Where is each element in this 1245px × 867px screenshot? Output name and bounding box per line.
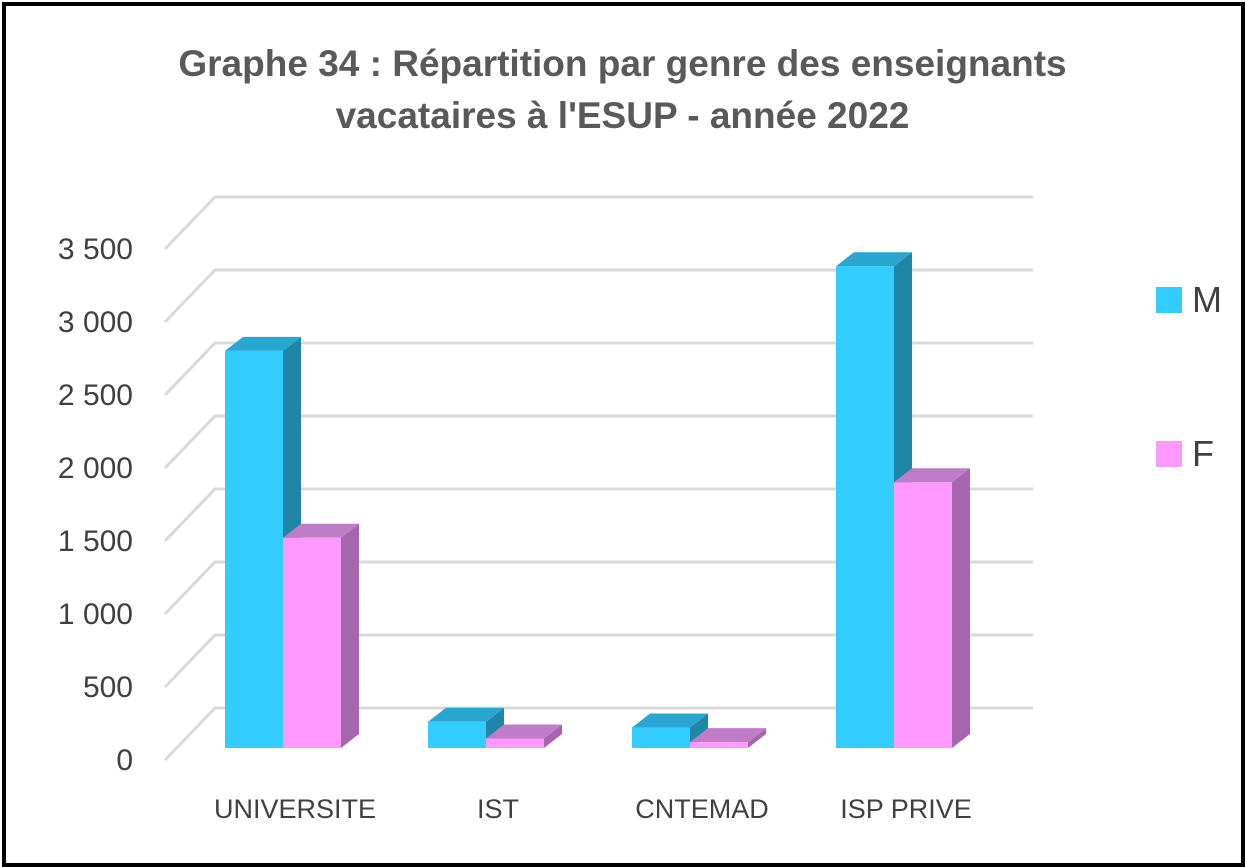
bar-side xyxy=(748,728,766,748)
bar-front xyxy=(894,482,952,748)
bar-front xyxy=(836,266,894,748)
bar-top xyxy=(894,468,970,483)
y-tick-label: 1 500 xyxy=(58,525,133,558)
chart-title-line-2: vacataires à l'ESUP - année 2022 xyxy=(335,95,910,136)
gridline xyxy=(163,414,1033,470)
y-tick-label: 0 xyxy=(116,744,133,777)
bar-top xyxy=(283,523,359,538)
y-tick-label: 2 500 xyxy=(58,379,133,412)
bar-top xyxy=(632,713,708,728)
bar-m-isp-prive xyxy=(836,252,912,748)
gridline xyxy=(163,487,1033,543)
bar-front xyxy=(428,721,486,748)
x-category-label: UNIVERSITE xyxy=(214,794,376,824)
y-tick-label: 500 xyxy=(83,671,133,704)
gridline xyxy=(163,706,1033,762)
legend-swatch-m xyxy=(1156,287,1182,313)
bar-front xyxy=(486,738,544,748)
legend-label-m: M xyxy=(1192,279,1222,320)
bar-f-isp-prive xyxy=(894,468,970,748)
bar-top xyxy=(486,724,562,739)
bar-front xyxy=(690,742,748,748)
bar-f-cntemad xyxy=(690,728,766,748)
y-tick-label: 1 000 xyxy=(58,598,133,631)
x-category-label: IST xyxy=(477,794,519,824)
gridline xyxy=(163,633,1033,689)
gridline xyxy=(163,195,1033,251)
y-tick-label: 3 000 xyxy=(58,306,133,339)
legend-swatch-f xyxy=(1156,441,1182,467)
bar-front xyxy=(283,537,341,748)
bar-side xyxy=(341,523,359,748)
x-category-label: CNTEMAD xyxy=(635,794,769,824)
bar-top xyxy=(690,728,766,743)
y-axis-ticks: 0 500 1 000 1 500 2 000 2 500 3 000 3 500 xyxy=(58,233,133,777)
gridline xyxy=(163,268,1033,324)
gridline xyxy=(163,341,1033,397)
y-tick-label: 2 000 xyxy=(58,452,133,485)
bars xyxy=(225,252,970,748)
gridlines xyxy=(163,195,1033,762)
legend: MF xyxy=(1156,279,1222,474)
bar-f-universite xyxy=(283,523,359,748)
chart-title-line-1: Graphe 34 : Répartition par genre des en… xyxy=(178,43,1067,84)
bar-top xyxy=(428,707,504,722)
bar-side xyxy=(544,724,562,748)
bar-front xyxy=(632,727,690,748)
gridline xyxy=(163,560,1033,616)
x-axis-categories: UNIVERSITE IST CNTEMAD ISP PRIVE xyxy=(214,794,972,824)
y-tick-label: 3 500 xyxy=(58,233,133,266)
bar-front xyxy=(225,350,283,748)
bar-side xyxy=(952,468,970,748)
legend-label-f: F xyxy=(1192,433,1214,474)
x-category-label: ISP PRIVE xyxy=(840,794,972,824)
bar-top xyxy=(836,252,912,267)
bar-f-ist xyxy=(486,724,562,748)
bar-m-cntemad xyxy=(632,713,708,748)
chart-title: Graphe 34 : Répartition par genre des en… xyxy=(0,38,1245,142)
bar-top xyxy=(225,336,301,351)
